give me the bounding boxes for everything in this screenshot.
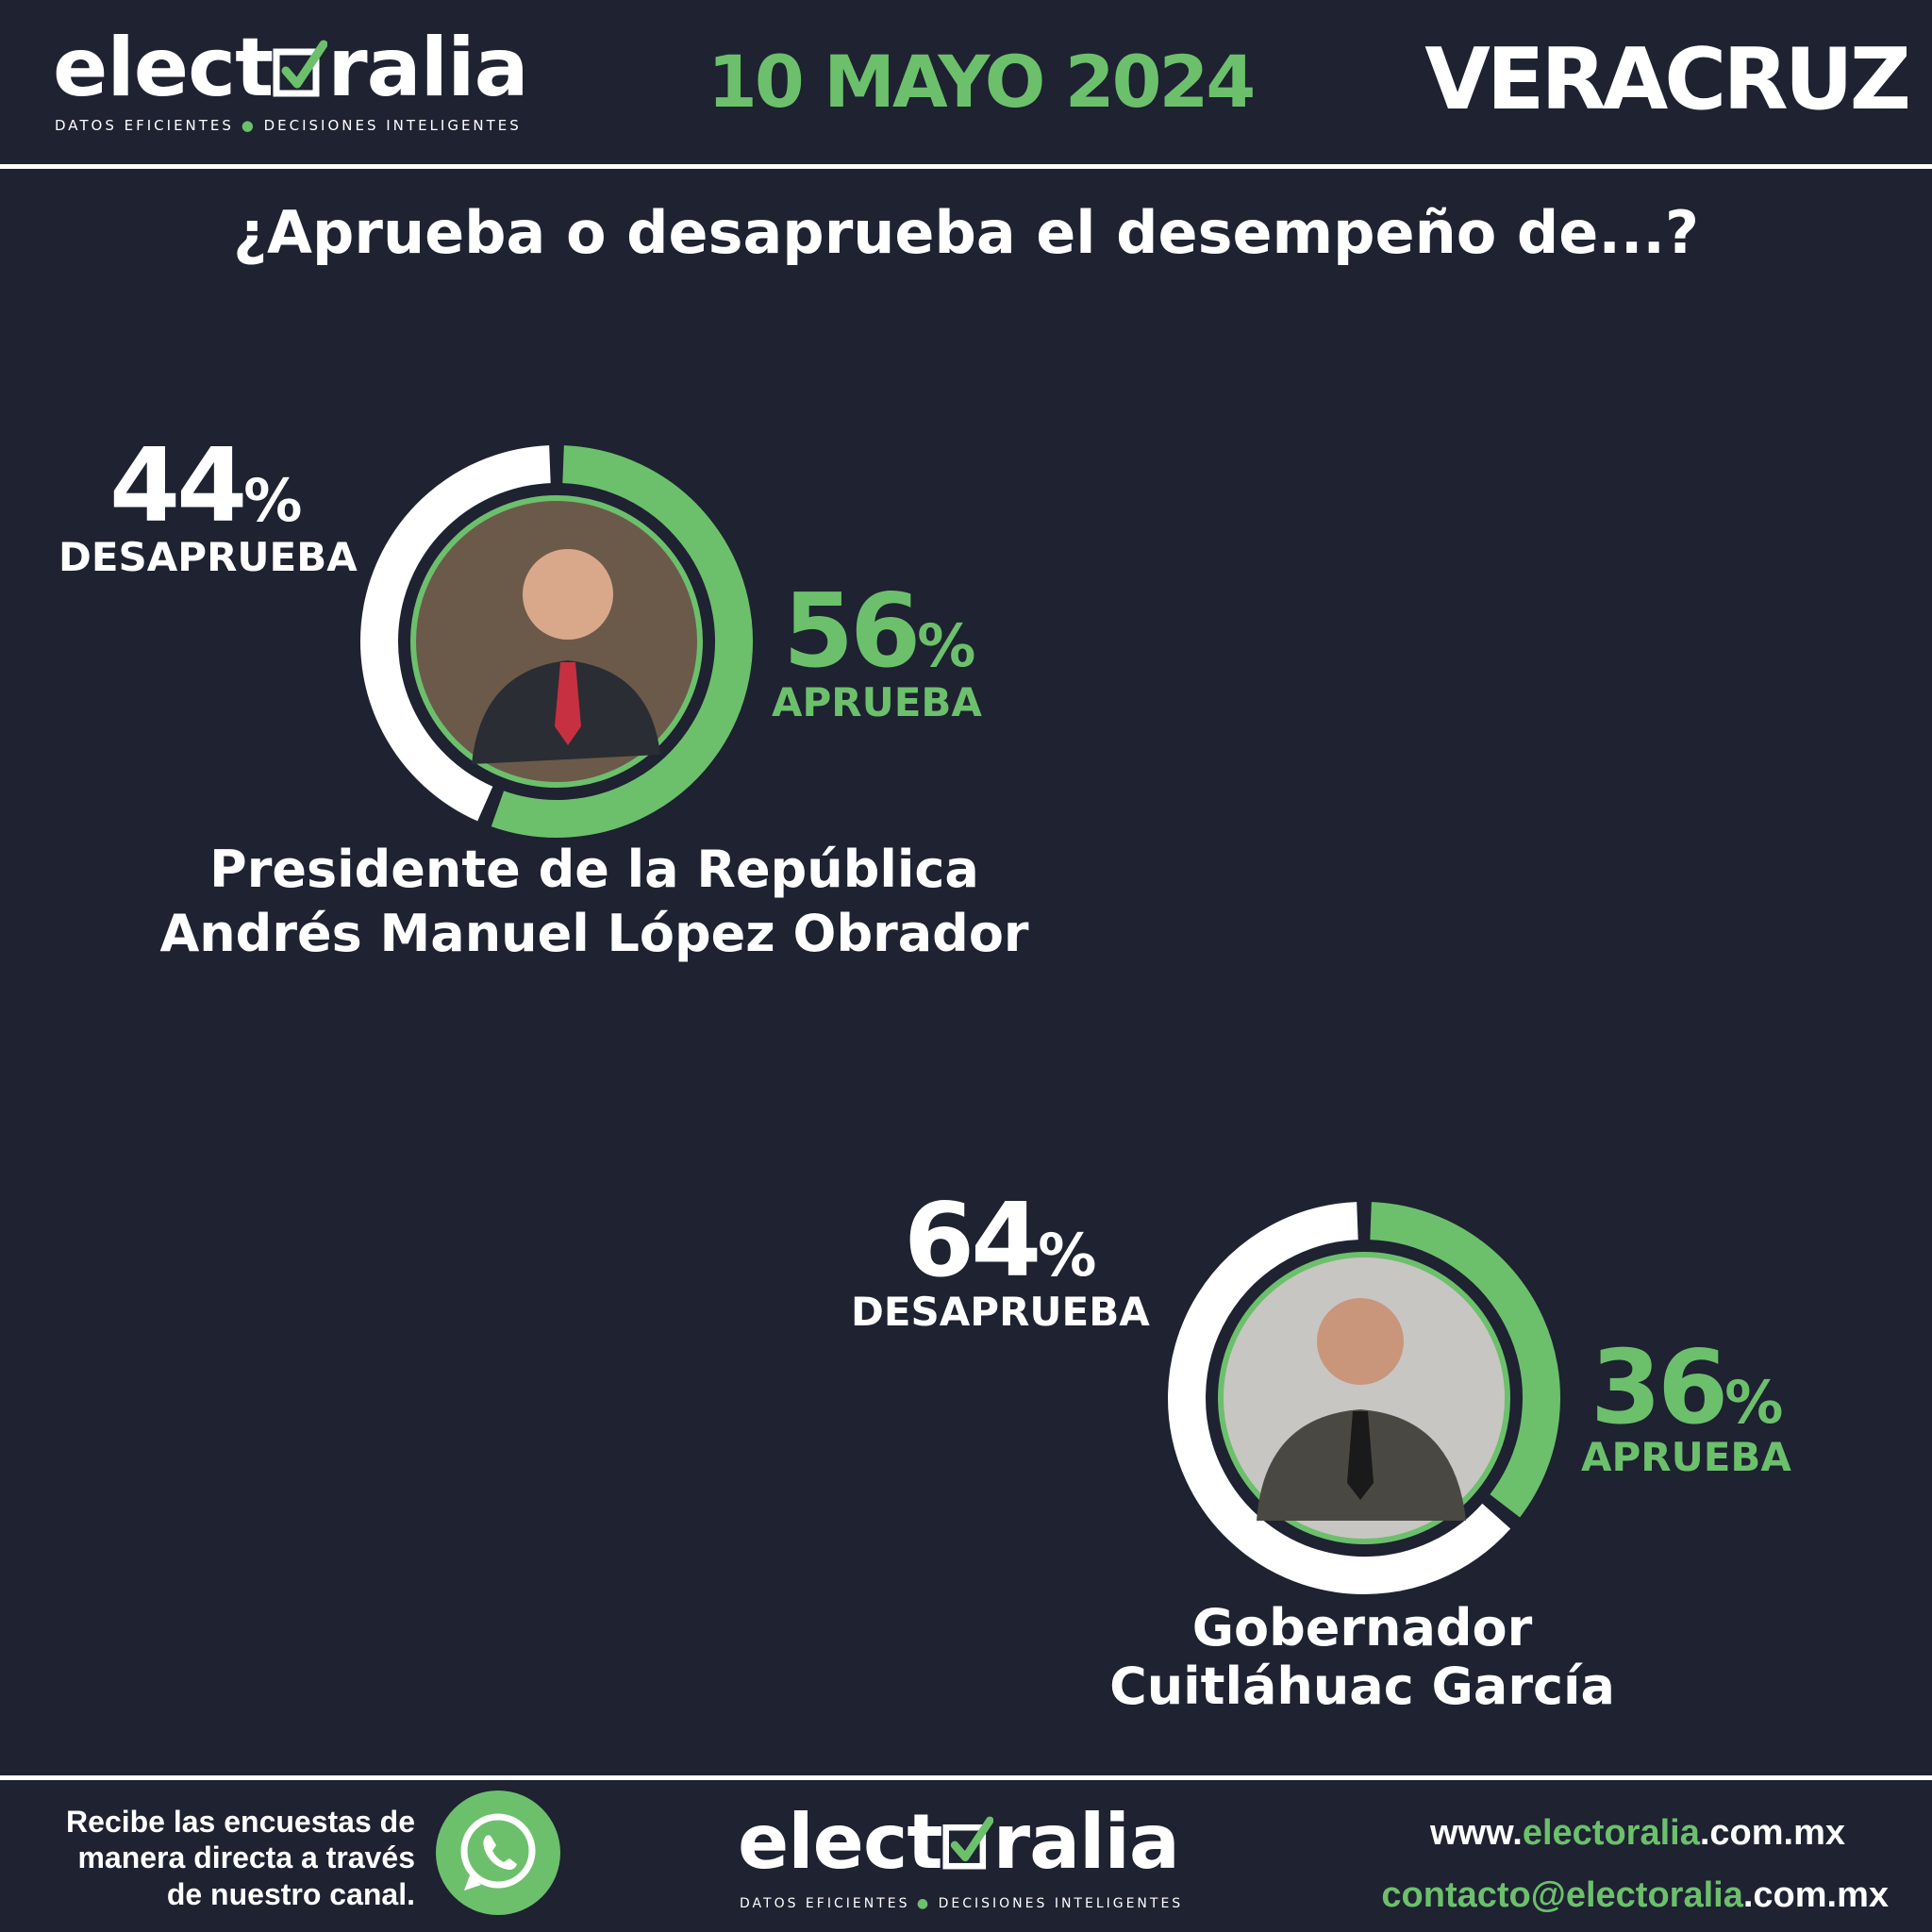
disapprove-label-governor: DESAPRUEBA bbox=[851, 1289, 1150, 1335]
footer-cta: Recibe las encuestas de manera directa a… bbox=[66, 1805, 415, 1911]
name-president-title: Presidente de la República bbox=[209, 840, 979, 899]
question-title: ¿Aprueba o desaprueba el desempeño de...… bbox=[233, 198, 1699, 267]
name-governor-person: Cuitláhuac García bbox=[1109, 1657, 1615, 1716]
name-governor-title: Gobernador bbox=[1191, 1598, 1533, 1657]
logo-check-icon bbox=[273, 21, 328, 115]
footer-divider bbox=[0, 1775, 1932, 1780]
donut-segment-approve bbox=[491, 445, 753, 838]
donut-segment-approve bbox=[1370, 1202, 1560, 1518]
header-logo: elect ralia bbox=[53, 21, 529, 115]
approve-value-governor: 36% bbox=[1591, 1329, 1784, 1447]
whatsapp-icon[interactable] bbox=[434, 1789, 562, 1917]
logo-check-icon bbox=[942, 1798, 994, 1886]
header-date: 10 MAYO 2024 bbox=[708, 40, 1256, 124]
name-president-person: Andrés Manuel López Obrador bbox=[159, 904, 1029, 963]
logo-tagline: DATOS EFICIENTES ● DECISIONES INTELIGENT… bbox=[55, 117, 522, 134]
donut-chart-governor bbox=[1168, 1202, 1560, 1594]
donut-segment-disapprove bbox=[360, 445, 551, 822]
approve-label-president: APRUEBA bbox=[772, 679, 982, 725]
approve-value-president: 56% bbox=[783, 573, 976, 691]
disapprove-label-president: DESAPRUEBA bbox=[58, 534, 358, 580]
disapprove-value-governor: 64% bbox=[904, 1182, 1097, 1300]
website-link[interactable]: www.electoralia.com.mx bbox=[1430, 1813, 1845, 1853]
header-region: VERACRUZ bbox=[1424, 30, 1911, 129]
logo-text-pre: elect bbox=[53, 21, 274, 115]
approve-label-governor: APRUEBA bbox=[1581, 1434, 1791, 1480]
header-divider bbox=[0, 164, 1932, 169]
footer-logo: elect ralia bbox=[738, 1798, 1180, 1886]
disapprove-value-president: 44% bbox=[109, 427, 303, 545]
email-link[interactable]: contacto@electoralia.com.mx bbox=[1381, 1875, 1889, 1915]
donut-segment-disapprove bbox=[1168, 1202, 1511, 1594]
donut-chart-president bbox=[360, 445, 753, 838]
footer-tagline: DATOS EFICIENTES ● DECISIONES INTELIGENT… bbox=[740, 1896, 1184, 1911]
logo-text-post: ralia bbox=[327, 21, 528, 115]
